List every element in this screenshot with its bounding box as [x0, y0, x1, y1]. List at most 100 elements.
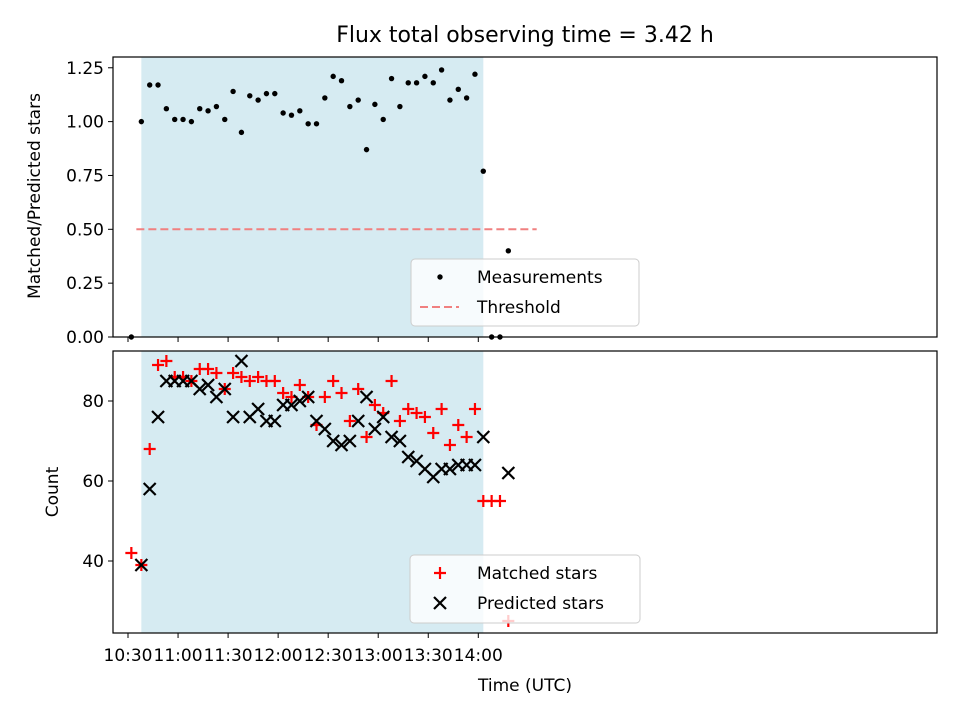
matched-star-point: [393, 415, 406, 427]
measurement-point: [430, 80, 436, 86]
measurement-point: [238, 129, 245, 136]
bottom-y-axis-label: Count: [43, 466, 63, 517]
x-tick-label: 14:00: [454, 646, 503, 666]
measurement-point: [180, 116, 186, 123]
measurement-point: [305, 121, 311, 127]
measurement-point: [463, 95, 470, 101]
bottom-y-tick-label: 60: [82, 472, 104, 492]
top-y-tick-label: 0.75: [66, 166, 104, 186]
predicted-star-point: [251, 402, 265, 416]
legend-measurements-marker: [437, 274, 443, 280]
measurement-point: [505, 248, 512, 254]
predicted-star-point: [334, 438, 349, 452]
legend-predicted-label: Predicted stars: [477, 594, 604, 614]
x-tick-label: 12:00: [254, 646, 303, 666]
bottom-points: [125, 354, 516, 627]
matched-star-point: [143, 443, 156, 455]
predicted-star-point: [301, 390, 315, 404]
matched-star-point: [435, 403, 448, 415]
top-legend: Measurements Threshold: [410, 258, 640, 327]
measurement-point: [163, 105, 170, 112]
measurement-point: [172, 116, 178, 123]
measurement-point: [355, 97, 361, 103]
predicted-star-point: [217, 382, 232, 396]
matched-star-point: [402, 403, 415, 415]
predicted-star-point: [393, 434, 407, 448]
measurement-point: [272, 90, 278, 97]
matched-star-point: [468, 403, 481, 415]
measurement-point: [438, 67, 445, 73]
predicted-star-point: [343, 434, 357, 448]
matched-star-point: [368, 399, 381, 411]
predicted-star-point: [151, 410, 165, 424]
matched-star-point: [460, 431, 473, 443]
top-y-axis: 0.00 0.25 0.50 0.75 1.00 1.25: [66, 59, 113, 348]
predicted-star-point: [476, 430, 491, 444]
measurement-point: [322, 95, 328, 101]
bottom-panel: 40 60 80 10:30 11:00 11:30 12:00 12:30 13:00 13:…: [43, 350, 938, 696]
measurement-point: [405, 80, 411, 86]
predicted-star-point: [501, 466, 516, 480]
matched-star-point: [125, 547, 138, 559]
bottom-y-axis: 40 60 80: [82, 392, 113, 572]
measurement-point: [263, 90, 270, 97]
measurement-point: [372, 101, 378, 108]
predicted-star-point: [201, 378, 215, 392]
bottom-x-axis: 10:30 11:00 11:30 12:00 12:30 13:00 13:30 14:00: [104, 633, 503, 666]
matched-star-point: [318, 391, 331, 403]
top-y-tick-label: 1.00: [66, 113, 104, 133]
bottom-legend: Matched stars Predicted stars: [409, 554, 641, 624]
legend-matched-label: Matched stars: [477, 564, 597, 584]
predicted-star-point: [226, 410, 240, 424]
matched-star-point: [252, 371, 265, 383]
predicted-star-point: [443, 462, 457, 476]
chart-title: Flux total observing time = 3.42 h: [336, 23, 714, 48]
top-panel: 0.00 0.25 0.50 0.75 1.00 1.25 Matched/Predict…: [25, 56, 938, 348]
matched-star-point: [427, 427, 440, 439]
matched-star-point: [277, 387, 290, 399]
top-y-tick-label: 0.00: [66, 328, 104, 348]
measurement-point: [222, 116, 228, 123]
predicted-star-point: [284, 398, 299, 412]
measurement-point: [388, 75, 395, 82]
matched-star-point: [385, 375, 398, 387]
measurement-point: [247, 93, 253, 99]
measurement-point: [422, 73, 428, 80]
legend-matched-marker: [434, 567, 446, 579]
matched-star-point: [268, 375, 281, 387]
measurement-point: [363, 146, 370, 153]
legend-threshold-label: Threshold: [476, 298, 561, 318]
x-axis-label: Time (UTC): [477, 676, 572, 696]
measurement-point: [313, 121, 320, 127]
measurement-point: [347, 103, 353, 110]
predicted-star-point: [351, 414, 365, 428]
predicted-star-point: [384, 430, 399, 444]
measurement-point: [297, 108, 303, 114]
matched-star-point: [152, 359, 165, 371]
measurement-point: [205, 108, 211, 114]
x-tick-label: 13:30: [404, 646, 453, 666]
top-y-tick-label: 1.25: [66, 59, 104, 79]
matched-star-point: [335, 387, 348, 399]
top-x-ticks: [127, 337, 479, 342]
measurement-point: [213, 103, 220, 110]
measurement-point: [255, 97, 261, 103]
predicted-star-point: [359, 390, 374, 404]
bottom-y-tick-label: 40: [82, 552, 104, 572]
top-y-tick-label: 0.25: [66, 274, 104, 294]
measurement-point: [472, 71, 478, 77]
measurement-point: [338, 77, 345, 84]
matched-star-point: [343, 415, 356, 427]
top-y-axis-label: Matched/Predicted stars: [25, 93, 45, 299]
predicted-star-point: [134, 558, 149, 572]
predicted-star-point: [192, 382, 207, 396]
x-tick-label: 11:00: [154, 646, 203, 666]
measurement-point: [397, 103, 403, 110]
bottom-legend-box: [409, 554, 641, 624]
measurement-point: [197, 105, 203, 112]
matched-star-point: [235, 371, 248, 383]
x-tick-label: 11:30: [204, 646, 253, 666]
measurement-point: [280, 110, 286, 116]
matched-star-point: [452, 419, 465, 431]
